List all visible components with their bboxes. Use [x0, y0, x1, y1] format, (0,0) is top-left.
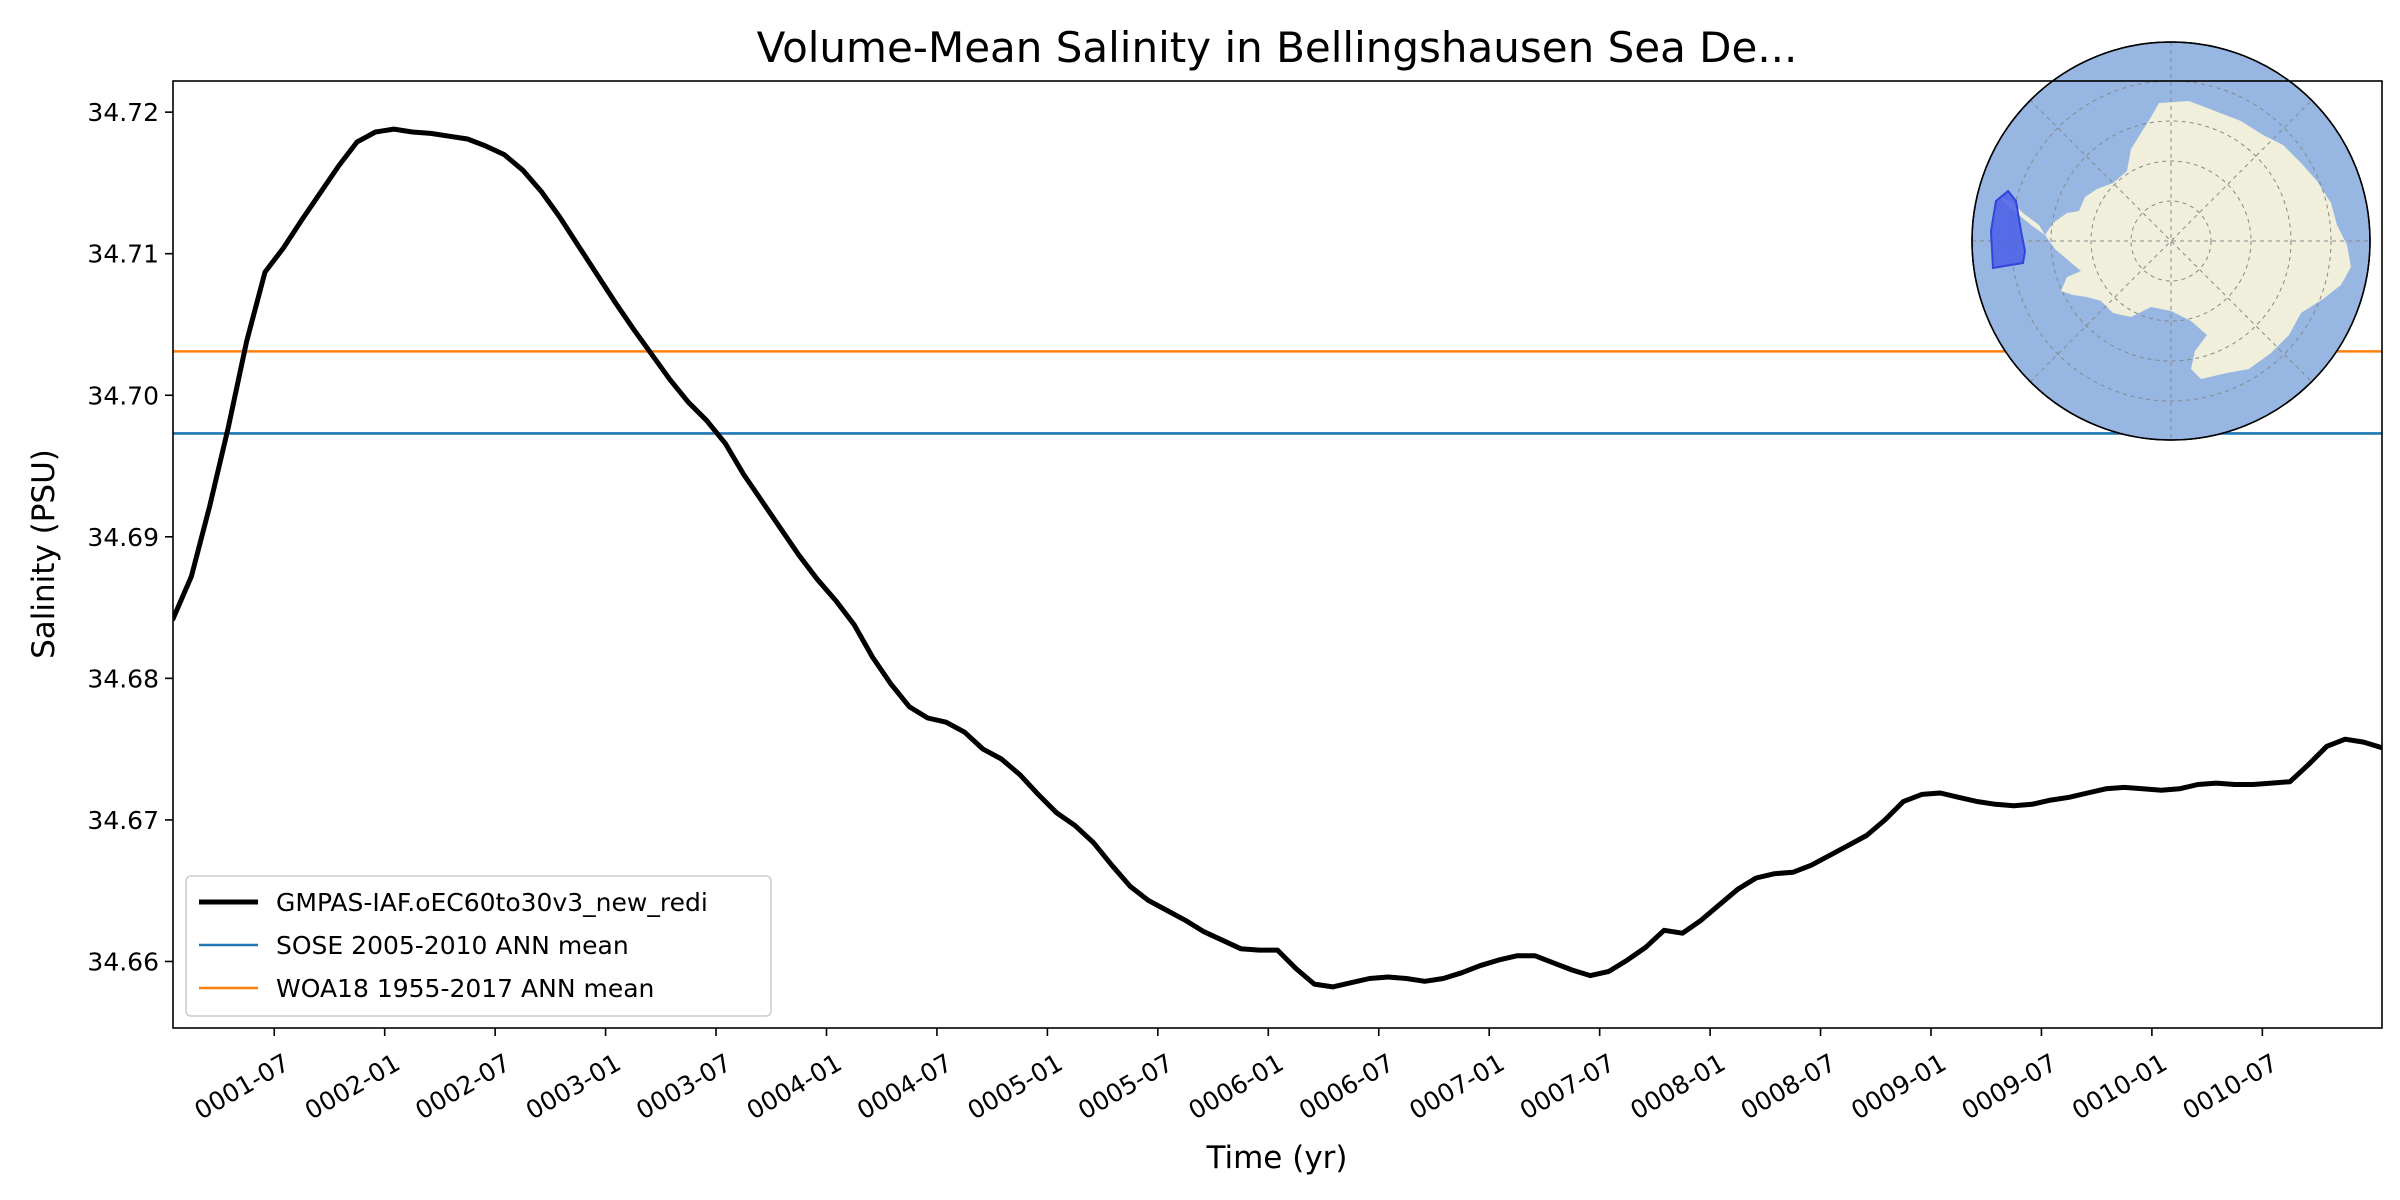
map-gridline [2130, 200, 2212, 282]
map-gridline [2029, 99, 2313, 383]
y-tick-label: 34.70 [87, 381, 159, 410]
x-tick-label: 0007-01 [1404, 1048, 1509, 1125]
x-tick-label: 0010-07 [2178, 1048, 2283, 1125]
legend-box [185, 875, 772, 1017]
y-tick-label: 34.67 [87, 806, 159, 835]
legend-label-sose: SOSE 2005-2010 ANN mean [276, 931, 629, 960]
y-tick-label: 34.68 [87, 664, 159, 693]
y-axis-label: Salinity (PSU) [26, 449, 62, 659]
x-tick-label: 0008-07 [1736, 1048, 1841, 1125]
x-tick-label: 0009-01 [1846, 1048, 1951, 1125]
x-tick-label: 0002-01 [300, 1048, 405, 1125]
x-tick-label: 0003-01 [521, 1048, 626, 1125]
chart-title: Volume-Mean Salinity in Bellingshausen S… [757, 23, 1798, 72]
x-tick-label: 0004-01 [742, 1048, 847, 1125]
x-axis-label: Time (yr) [1206, 1140, 1348, 1176]
model-salinity-line [173, 126, 2382, 990]
y-tick-label: 34.66 [87, 947, 159, 976]
x-tick-label: 0007-07 [1515, 1048, 1620, 1125]
legend-label-woa: WOA18 1955-2017 ANN mean [276, 974, 654, 1003]
y-tick-label: 34.72 [87, 98, 159, 127]
map-gridline [2029, 99, 2313, 383]
map-gridline [2090, 160, 2252, 322]
x-tick-label: 0006-07 [1294, 1048, 1399, 1125]
x-tick-label: 0010-01 [2067, 1048, 2172, 1125]
x-tick-label: 0004-07 [852, 1048, 957, 1125]
legend: GMPAS-IAF.oEC60to30v3_new_redi SOSE 2005… [185, 875, 772, 1017]
map-gridline [2050, 120, 2292, 362]
x-tick-label: 0003-07 [631, 1048, 736, 1125]
antarctica-land [2045, 101, 2351, 379]
bellingshausen-region [1989, 189, 2027, 270]
x-tick-label: 0002-07 [410, 1048, 515, 1125]
x-tick-label: 0005-01 [963, 1048, 1068, 1125]
x-tick-label: 0005-07 [1073, 1048, 1178, 1125]
x-tick-label: 0001-07 [189, 1048, 294, 1125]
map-border [1971, 41, 2371, 441]
y-tick-label: 34.71 [87, 240, 159, 269]
antarctica-inset-map [1971, 41, 2371, 441]
x-tick-label: 0008-01 [1625, 1048, 1730, 1125]
x-tick-label: 0006-01 [1184, 1048, 1289, 1125]
x-tick-label: 0009-07 [1957, 1048, 2062, 1125]
y-tick-label: 34.69 [87, 523, 159, 552]
axes-frame [172, 80, 2383, 1029]
legend-label-model: GMPAS-IAF.oEC60to30v3_new_redi [276, 888, 708, 917]
